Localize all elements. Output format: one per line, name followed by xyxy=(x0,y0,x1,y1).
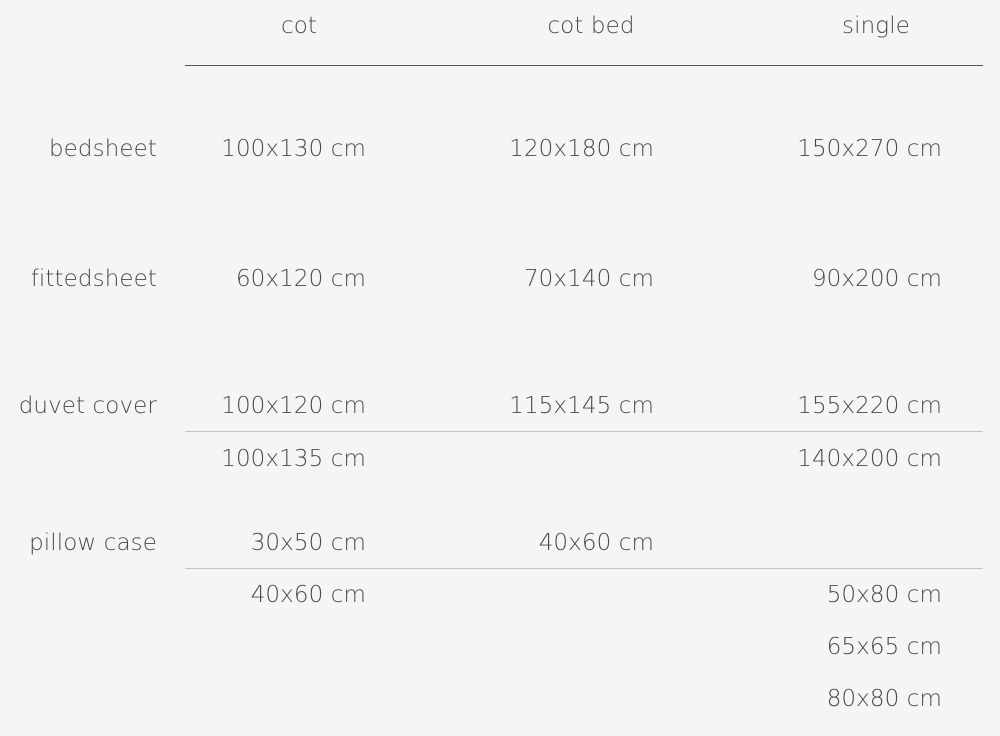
cell-bedsheet-cot-bed: 120x180 cm xyxy=(509,136,654,162)
cell-duvet-cover-single-2: 140x200 cm xyxy=(797,446,942,472)
header-divider xyxy=(185,65,983,66)
cell-pillow-case-single-2: 65x65 cm xyxy=(826,634,942,660)
duvet-cover-divider xyxy=(185,431,983,432)
cell-pillow-case-cot-2: 40x60 cm xyxy=(250,582,366,608)
cell-fittedsheet-single: 90x200 cm xyxy=(811,266,942,292)
row-label-duvet-cover: duvet cover xyxy=(18,393,157,419)
column-header-cot-bed: cot bed xyxy=(547,13,635,39)
cell-fittedsheet-cot: 60x120 cm xyxy=(235,266,366,292)
column-header-single: single xyxy=(842,13,910,39)
column-header-cot: cot xyxy=(280,13,318,39)
cell-pillow-case-cot-bed-1: 40x60 cm xyxy=(538,530,654,556)
cell-pillow-case-single-1: 50x80 cm xyxy=(826,582,942,608)
cell-duvet-cover-cot-2: 100x135 cm xyxy=(221,446,366,472)
cell-bedsheet-single: 150x270 cm xyxy=(797,136,942,162)
pillow-case-divider xyxy=(185,568,983,569)
row-label-bedsheet: bedsheet xyxy=(48,136,157,162)
cell-bedsheet-cot: 100x130 cm xyxy=(221,136,366,162)
cell-pillow-case-cot-1: 30x50 cm xyxy=(250,530,366,556)
cell-fittedsheet-cot-bed: 70x140 cm xyxy=(523,266,654,292)
row-label-pillow-case: pillow case xyxy=(29,530,157,556)
cell-duvet-cover-single-1: 155x220 cm xyxy=(797,393,942,419)
row-label-fittedsheet: fittedsheet xyxy=(30,266,157,292)
cell-duvet-cover-cot-bed-1: 115x145 cm xyxy=(509,393,654,419)
cell-pillow-case-single-3: 80x80 cm xyxy=(826,686,942,712)
cell-duvet-cover-cot-1: 100x120 cm xyxy=(221,393,366,419)
